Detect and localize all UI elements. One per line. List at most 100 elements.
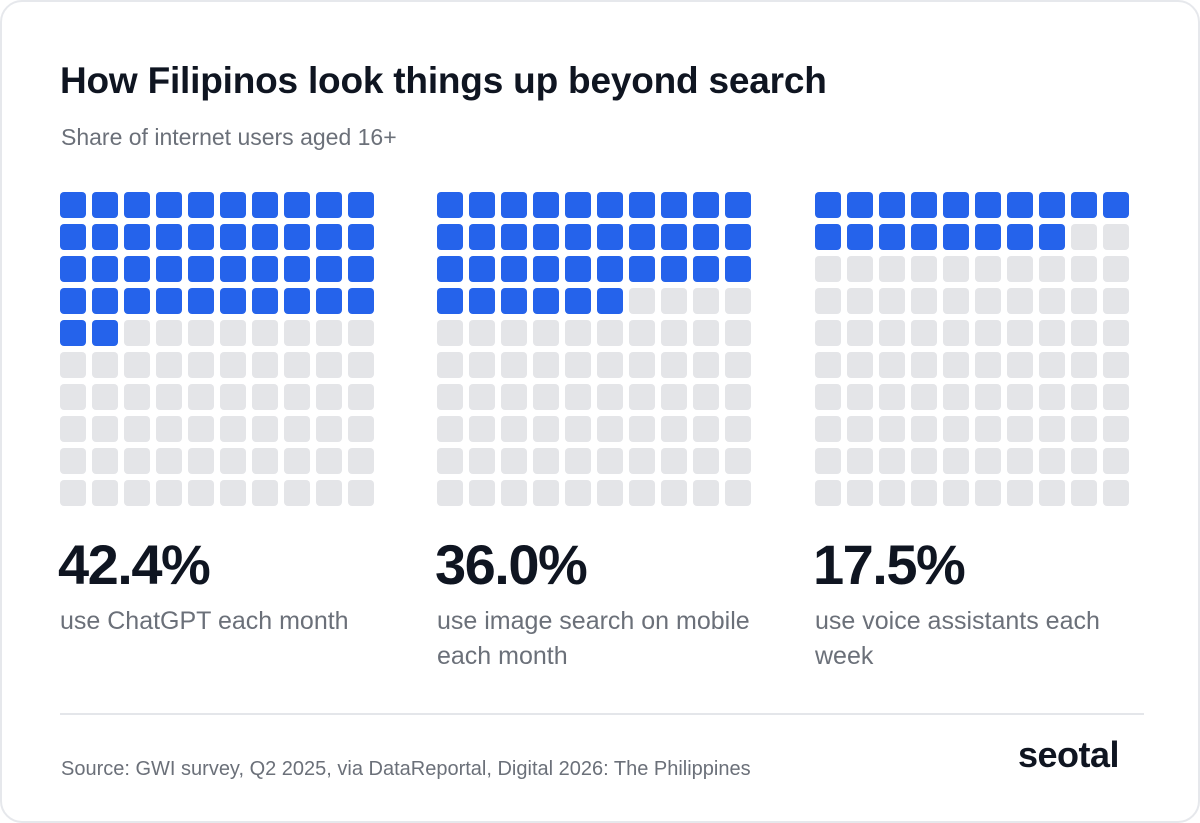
waffle-cell-empty bbox=[597, 320, 623, 346]
waffle-cell-empty bbox=[316, 448, 342, 474]
waffle-cell-filled bbox=[911, 192, 937, 218]
waffle-cell-empty bbox=[629, 416, 655, 442]
waffle-cell-empty bbox=[1103, 256, 1129, 282]
waffle-cell-empty bbox=[60, 480, 86, 506]
waffle-cell-empty bbox=[1103, 480, 1129, 506]
waffle-cell-empty bbox=[661, 320, 687, 346]
waffle-cell-empty bbox=[1071, 288, 1097, 314]
waffle-cell-empty bbox=[252, 416, 278, 442]
waffle-cell-empty bbox=[815, 352, 841, 378]
waffle-cell-empty bbox=[847, 416, 873, 442]
waffle-cell-empty bbox=[693, 384, 719, 410]
waffle-cell-empty bbox=[348, 480, 374, 506]
footer-divider bbox=[60, 713, 1144, 715]
waffle-cell-empty bbox=[469, 416, 495, 442]
waffle-cell-empty bbox=[879, 448, 905, 474]
waffle-cell-filled bbox=[1007, 224, 1033, 250]
waffle-cell-empty bbox=[124, 352, 150, 378]
waffle-cell-empty bbox=[565, 416, 591, 442]
waffle-cell-empty bbox=[437, 352, 463, 378]
waffle-cell-empty bbox=[220, 448, 246, 474]
waffle-cell-empty bbox=[252, 480, 278, 506]
logo-text: seotal bbox=[1018, 734, 1120, 775]
waffle-cell-filled bbox=[975, 192, 1001, 218]
waffle-cell-empty bbox=[348, 320, 374, 346]
waffle-cell-empty bbox=[629, 480, 655, 506]
waffle-cell-filled bbox=[92, 256, 118, 282]
waffle-cell-empty bbox=[661, 352, 687, 378]
waffle-cell-filled bbox=[220, 192, 246, 218]
waffle-cell-empty bbox=[533, 448, 559, 474]
waffle-cell-empty bbox=[501, 384, 527, 410]
waffle-cell-empty bbox=[629, 384, 655, 410]
waffle-cell-filled bbox=[124, 224, 150, 250]
waffle-cell-empty bbox=[693, 288, 719, 314]
waffle-cell-filled bbox=[597, 288, 623, 314]
waffle-cell-filled bbox=[597, 224, 623, 250]
waffle-cell-empty bbox=[501, 416, 527, 442]
waffle-cell-filled bbox=[815, 192, 841, 218]
waffle-cell-filled bbox=[565, 224, 591, 250]
waffle-cell-filled bbox=[469, 256, 495, 282]
waffle-cell-empty bbox=[60, 448, 86, 474]
waffle-cell-empty bbox=[565, 320, 591, 346]
waffle-cell-empty bbox=[533, 480, 559, 506]
waffle-cell-empty bbox=[911, 320, 937, 346]
waffle-cell-empty bbox=[1071, 416, 1097, 442]
waffle-cell-empty bbox=[1039, 352, 1065, 378]
stat-value: 36.0% bbox=[435, 533, 588, 596]
waffle-cell-empty bbox=[975, 288, 1001, 314]
waffle-cell-empty bbox=[879, 256, 905, 282]
waffle-cell-empty bbox=[847, 480, 873, 506]
waffle-cell-empty bbox=[437, 320, 463, 346]
waffle-cell-empty bbox=[815, 256, 841, 282]
waffle-cell-empty bbox=[437, 480, 463, 506]
waffle-cell-empty bbox=[252, 384, 278, 410]
waffle-cell-filled bbox=[60, 192, 86, 218]
waffle-cell-filled bbox=[501, 256, 527, 282]
waffle-cell-empty bbox=[597, 480, 623, 506]
waffle-cell-filled bbox=[879, 224, 905, 250]
waffle-cell-empty bbox=[284, 384, 310, 410]
waffle-cell-filled bbox=[437, 288, 463, 314]
waffle-cell-empty bbox=[437, 448, 463, 474]
waffle-cell-filled bbox=[469, 224, 495, 250]
waffle-cell-filled bbox=[437, 256, 463, 282]
waffle-cell-empty bbox=[597, 352, 623, 378]
stat-description: use ChatGPT each month bbox=[60, 607, 349, 635]
waffle-cell-filled bbox=[693, 224, 719, 250]
waffle-cell-empty bbox=[1071, 352, 1097, 378]
waffle-cell-empty bbox=[533, 384, 559, 410]
waffle-cell-filled bbox=[60, 320, 86, 346]
waffle-cell-empty bbox=[815, 384, 841, 410]
waffle-cell-filled bbox=[92, 320, 118, 346]
stat-value: 42.4% bbox=[58, 533, 211, 596]
waffle-cell-empty bbox=[975, 416, 1001, 442]
waffle-cell-empty bbox=[188, 448, 214, 474]
waffle-cell-filled bbox=[124, 256, 150, 282]
waffle-cell-filled bbox=[943, 224, 969, 250]
waffle-cell-empty bbox=[1103, 416, 1129, 442]
waffle-cell-filled bbox=[533, 288, 559, 314]
waffle-cell-empty bbox=[693, 416, 719, 442]
waffle-cell-empty bbox=[220, 320, 246, 346]
waffle-cell-empty bbox=[693, 320, 719, 346]
waffle-cell-filled bbox=[911, 224, 937, 250]
waffle-cell-empty bbox=[348, 416, 374, 442]
waffle-cell-empty bbox=[725, 352, 751, 378]
waffle-grid bbox=[815, 192, 1131, 508]
waffle-cell-empty bbox=[1103, 448, 1129, 474]
waffle-cell-empty bbox=[879, 320, 905, 346]
waffle-cell-empty bbox=[348, 384, 374, 410]
chart-title: How Filipinos look things up beyond sear… bbox=[60, 60, 827, 101]
waffle-panel-chatgpt: 42.4% use ChatGPT each month bbox=[58, 192, 390, 635]
waffle-cell-empty bbox=[316, 320, 342, 346]
waffle-cell-empty bbox=[316, 384, 342, 410]
waffle-cell-filled bbox=[220, 288, 246, 314]
waffle-cell-empty bbox=[847, 320, 873, 346]
waffle-cell-filled bbox=[501, 288, 527, 314]
waffle-cell-empty bbox=[220, 384, 246, 410]
waffle-cell-filled bbox=[661, 256, 687, 282]
waffle-cell-empty bbox=[469, 384, 495, 410]
